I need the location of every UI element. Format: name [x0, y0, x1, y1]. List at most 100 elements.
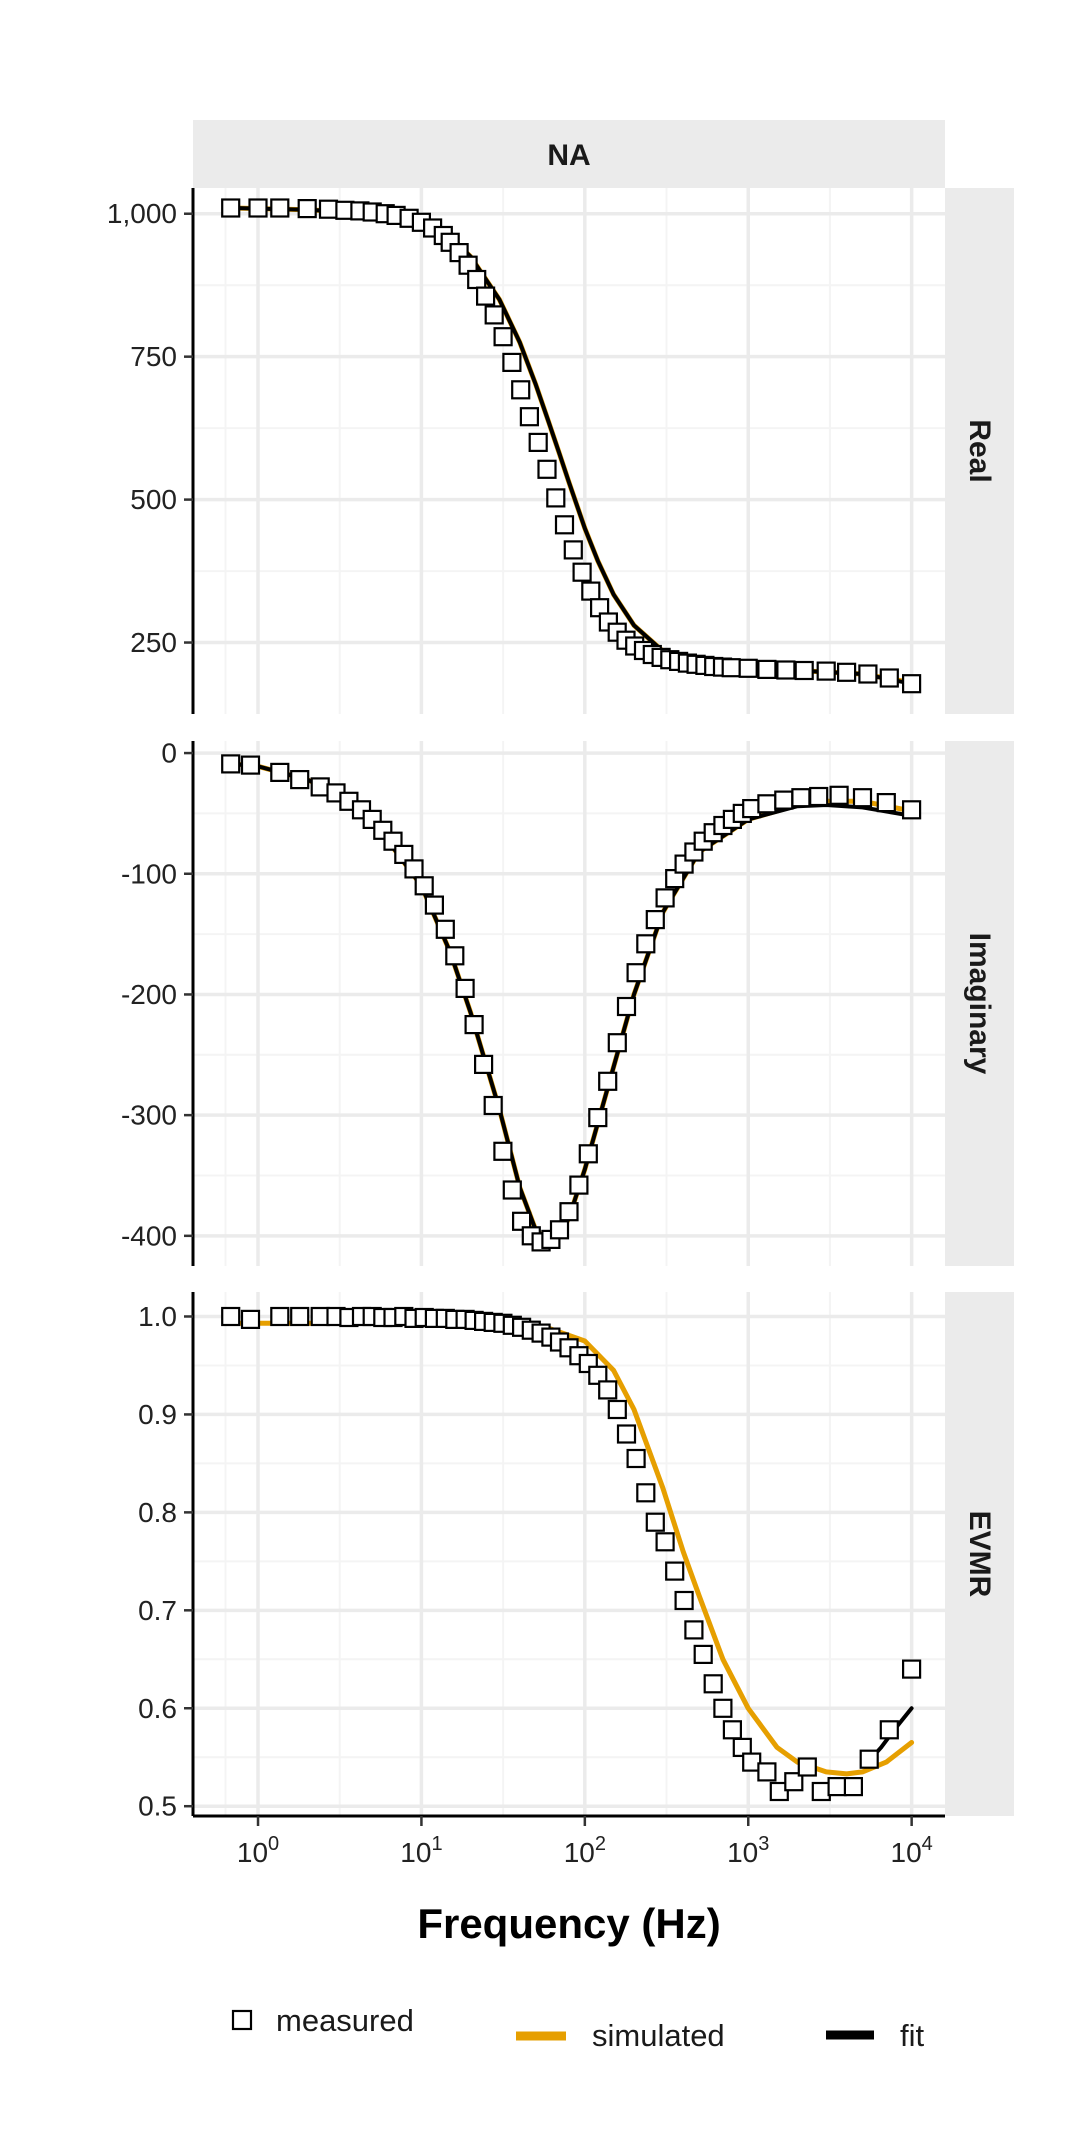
fit-line	[230, 761, 914, 1244]
y-tick-label: -400	[121, 1220, 177, 1251]
column-strip-label: NA	[547, 139, 590, 172]
x-tick-label: 104	[891, 1833, 933, 1868]
measured-point	[519, 407, 540, 427]
y-tick-label: 1,000	[107, 198, 177, 229]
measured-point	[464, 1014, 484, 1035]
measured-point	[467, 269, 487, 290]
measured-point	[394, 844, 414, 865]
measured-point	[569, 1175, 589, 1195]
x-tick-label-base: 10	[237, 1837, 268, 1868]
measured-point	[240, 1309, 261, 1330]
measured-point	[528, 432, 548, 452]
measured-point	[581, 581, 601, 601]
data-layer	[221, 198, 922, 694]
measured-point	[297, 199, 317, 219]
measured-point	[445, 946, 465, 966]
measured-point	[655, 1532, 675, 1552]
y-tick-label: 0.6	[138, 1693, 177, 1724]
x-tick-label: 101	[400, 1833, 442, 1868]
row-strip-label: Real	[963, 419, 996, 482]
y-tick-label: -200	[121, 979, 177, 1010]
measured-point	[791, 788, 811, 808]
measured-point	[270, 198, 290, 218]
measured-point	[563, 540, 583, 560]
measured-point	[901, 1659, 922, 1679]
row-strip-label: Imaginary	[963, 933, 996, 1075]
x-tick-label-base: 10	[564, 1837, 595, 1868]
measured-point	[598, 1380, 618, 1400]
measured-point	[816, 661, 836, 681]
measured-point	[757, 659, 777, 680]
x-axis: 100 101 102 103 104	[193, 1814, 945, 1868]
y-tick-label: 0	[161, 738, 177, 769]
y-tick-label: -100	[121, 858, 177, 889]
x-tick-label-base: 10	[727, 1837, 758, 1868]
measured-point	[713, 1698, 733, 1718]
measured-point	[626, 1448, 646, 1469]
measured-point	[859, 1749, 879, 1769]
measured-point	[424, 895, 444, 915]
measured-point	[598, 1071, 618, 1091]
legend-item-simulated: simulated	[516, 2018, 725, 2053]
measured-point	[290, 1306, 310, 1327]
x-tick-label: 103	[727, 1833, 769, 1868]
measured-point	[645, 909, 665, 930]
measured-point	[484, 305, 504, 325]
measured-point	[836, 662, 857, 682]
measured-point	[559, 1202, 579, 1222]
measured-point	[684, 1620, 704, 1640]
measured-point	[404, 859, 424, 879]
measured-point	[809, 786, 829, 807]
measured-point	[757, 1762, 777, 1782]
y-tick-label: 0.9	[138, 1399, 177, 1430]
measured-point	[607, 1033, 627, 1053]
y-tick-label: -300	[121, 1100, 177, 1131]
measured-point	[703, 1674, 723, 1694]
x-tick-label: 100	[237, 1833, 279, 1868]
measured-point	[474, 1054, 494, 1075]
measured-point	[476, 286, 496, 306]
measured-point	[502, 352, 522, 372]
legend-item-fit: fit	[826, 2018, 925, 2053]
measured-point	[665, 1561, 685, 1581]
legend-fit-label: fit	[900, 2018, 925, 2053]
measured-point	[616, 996, 637, 1017]
measured-point	[811, 1781, 831, 1802]
legend-simulated-label: simulated	[592, 2018, 725, 2053]
y-tick-label: 500	[130, 484, 177, 515]
measured-point	[636, 934, 656, 954]
data-layer	[221, 754, 922, 1252]
legend-measured-label: measured	[276, 2003, 414, 2038]
column-strip-background	[193, 120, 945, 188]
measured-point	[655, 888, 675, 908]
measured-point	[318, 199, 339, 219]
measured-point	[693, 1644, 713, 1665]
simulated-line	[230, 1320, 915, 1777]
measured-point	[636, 1483, 656, 1503]
data-layer	[221, 1306, 922, 1802]
measured-point	[852, 788, 873, 808]
measured-point	[240, 755, 261, 775]
measured-point	[546, 488, 566, 508]
measured-point	[722, 1720, 743, 1740]
x-tick-label-exponent: 4	[922, 1833, 933, 1855]
x-tick-label-exponent: 3	[758, 1833, 769, 1855]
measured-point	[674, 1590, 694, 1611]
measured-point	[721, 658, 741, 678]
measured-point	[549, 1220, 570, 1240]
measured-point	[221, 198, 241, 218]
measured-point	[270, 1306, 290, 1327]
measured-point	[493, 327, 513, 347]
measured-point	[879, 668, 899, 688]
measured-point	[901, 674, 922, 694]
simulated-line	[230, 205, 915, 686]
measured-point	[879, 1720, 899, 1740]
measured-point	[310, 1306, 330, 1327]
measured-point	[776, 660, 796, 680]
row-strip-label: EVMR	[963, 1511, 996, 1598]
measured-point	[794, 660, 814, 681]
measured-point	[738, 658, 758, 678]
measured-point	[769, 1781, 789, 1802]
measured-point	[483, 1095, 503, 1116]
